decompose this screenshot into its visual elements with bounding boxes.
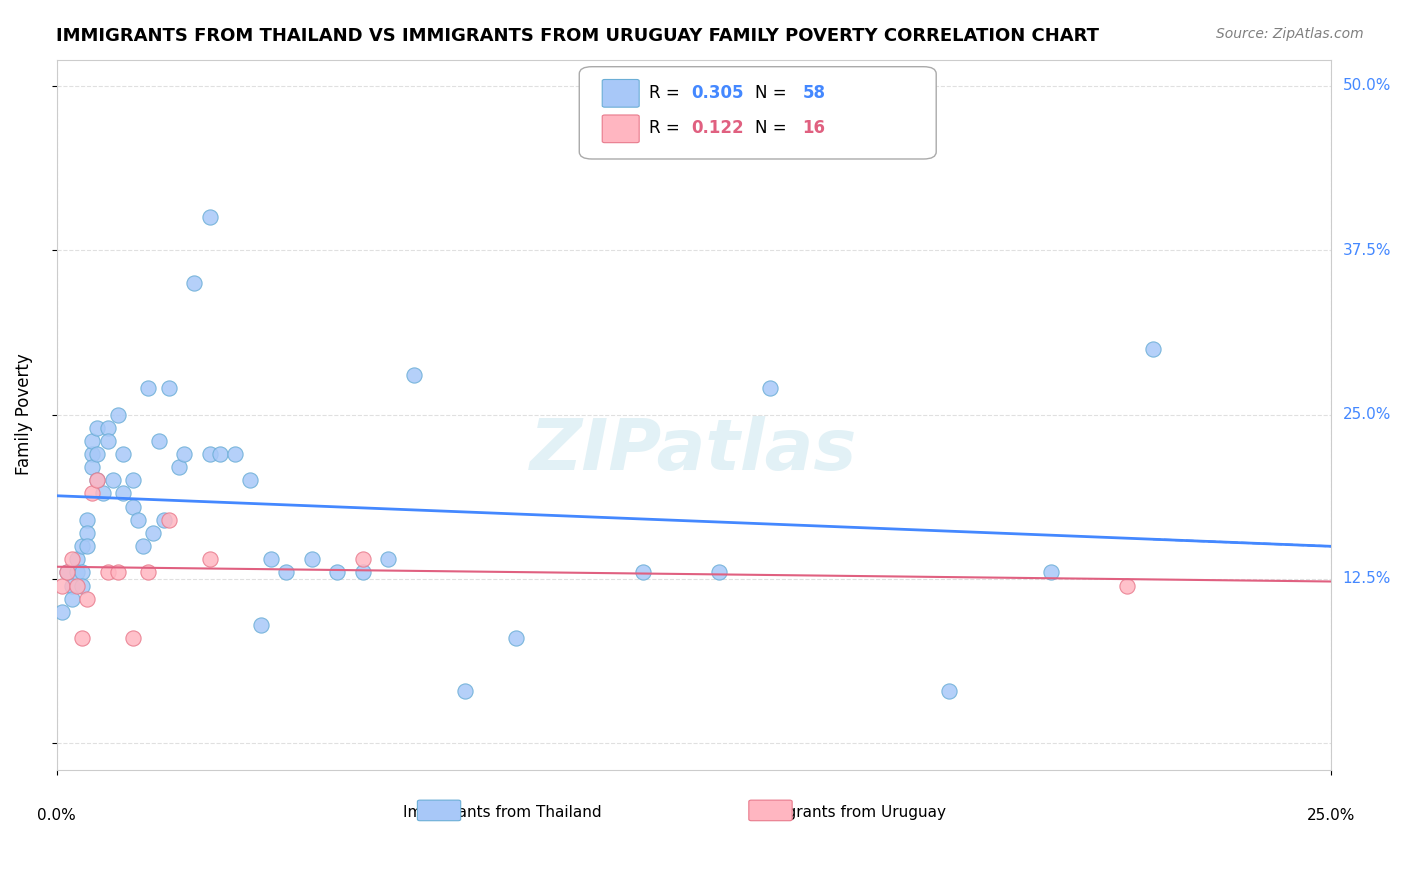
Point bbox=[56, 566, 79, 580]
Point bbox=[167, 460, 190, 475]
Point bbox=[51, 578, 73, 592]
FancyBboxPatch shape bbox=[602, 79, 640, 107]
Point bbox=[127, 513, 149, 527]
Point bbox=[51, 605, 73, 619]
Point bbox=[86, 473, 108, 487]
Point bbox=[70, 566, 93, 580]
Point bbox=[122, 500, 145, 514]
Point bbox=[70, 631, 93, 645]
Text: IMMIGRANTS FROM THAILAND VS IMMIGRANTS FROM URUGUAY FAMILY POVERTY CORRELATION C: IMMIGRANTS FROM THAILAND VS IMMIGRANTS F… bbox=[56, 27, 1099, 45]
Point bbox=[239, 473, 262, 487]
Point bbox=[91, 486, 114, 500]
Point bbox=[86, 473, 108, 487]
Point bbox=[157, 381, 180, 395]
Point bbox=[326, 566, 349, 580]
Point bbox=[198, 552, 221, 566]
Point bbox=[759, 381, 782, 395]
Text: 0.305: 0.305 bbox=[692, 84, 744, 102]
Point bbox=[453, 683, 475, 698]
Text: 58: 58 bbox=[803, 84, 825, 102]
Point bbox=[82, 447, 104, 461]
Point bbox=[505, 631, 527, 645]
Point bbox=[66, 578, 89, 592]
Point bbox=[66, 566, 89, 580]
FancyBboxPatch shape bbox=[749, 800, 792, 821]
Point bbox=[183, 276, 205, 290]
Text: 37.5%: 37.5% bbox=[1343, 243, 1391, 258]
Point bbox=[173, 447, 195, 461]
Text: Immigrants from Thailand: Immigrants from Thailand bbox=[404, 805, 602, 820]
Point bbox=[152, 513, 174, 527]
Text: 50.0%: 50.0% bbox=[1343, 78, 1391, 94]
Point bbox=[101, 473, 124, 487]
Text: 25.0%: 25.0% bbox=[1308, 808, 1355, 823]
Text: 0.0%: 0.0% bbox=[37, 808, 76, 823]
Point bbox=[138, 381, 160, 395]
Point bbox=[66, 552, 89, 566]
Point bbox=[111, 447, 134, 461]
Point bbox=[56, 566, 79, 580]
Point bbox=[249, 618, 271, 632]
Y-axis label: Family Poverty: Family Poverty bbox=[15, 354, 32, 475]
Point bbox=[142, 525, 165, 540]
Point bbox=[198, 447, 221, 461]
Point bbox=[76, 591, 98, 606]
Point bbox=[631, 566, 654, 580]
Point bbox=[111, 486, 134, 500]
Point bbox=[107, 408, 129, 422]
Point bbox=[352, 566, 374, 580]
Point bbox=[76, 513, 98, 527]
Text: R =: R = bbox=[650, 84, 685, 102]
Point bbox=[938, 683, 960, 698]
Point bbox=[82, 486, 104, 500]
Point bbox=[86, 447, 108, 461]
Point bbox=[138, 566, 160, 580]
Point bbox=[97, 566, 120, 580]
Text: Immigrants from Uruguay: Immigrants from Uruguay bbox=[748, 805, 946, 820]
Point bbox=[97, 434, 120, 448]
Point bbox=[70, 539, 93, 553]
Text: R =: R = bbox=[650, 120, 685, 137]
Point bbox=[352, 552, 374, 566]
Point bbox=[132, 539, 155, 553]
Point bbox=[70, 578, 93, 592]
Point bbox=[1039, 566, 1062, 580]
Point bbox=[97, 421, 120, 435]
Point bbox=[76, 525, 98, 540]
Point bbox=[198, 211, 221, 225]
Text: 0.122: 0.122 bbox=[692, 120, 744, 137]
Text: 25.0%: 25.0% bbox=[1343, 407, 1391, 422]
Point bbox=[76, 539, 98, 553]
Point bbox=[122, 631, 145, 645]
FancyBboxPatch shape bbox=[602, 115, 640, 143]
Point bbox=[1142, 342, 1164, 356]
Point bbox=[224, 447, 246, 461]
Point bbox=[107, 566, 129, 580]
Point bbox=[260, 552, 283, 566]
Point bbox=[86, 421, 108, 435]
Text: 16: 16 bbox=[803, 120, 825, 137]
Point bbox=[208, 447, 231, 461]
FancyBboxPatch shape bbox=[418, 800, 461, 821]
Point bbox=[377, 552, 399, 566]
Point bbox=[157, 513, 180, 527]
Text: ZIPatlas: ZIPatlas bbox=[530, 416, 858, 484]
Point bbox=[709, 566, 731, 580]
Point bbox=[60, 552, 83, 566]
Point bbox=[301, 552, 323, 566]
Point bbox=[402, 368, 425, 383]
Point bbox=[60, 591, 83, 606]
Point bbox=[274, 566, 297, 580]
Text: 12.5%: 12.5% bbox=[1343, 572, 1391, 586]
Text: N =: N = bbox=[755, 120, 792, 137]
FancyBboxPatch shape bbox=[579, 67, 936, 159]
Point bbox=[82, 434, 104, 448]
Point bbox=[148, 434, 170, 448]
Text: Source: ZipAtlas.com: Source: ZipAtlas.com bbox=[1216, 27, 1364, 41]
Point bbox=[82, 460, 104, 475]
Point bbox=[122, 473, 145, 487]
Point bbox=[60, 578, 83, 592]
Point bbox=[1116, 578, 1139, 592]
Text: N =: N = bbox=[755, 84, 792, 102]
